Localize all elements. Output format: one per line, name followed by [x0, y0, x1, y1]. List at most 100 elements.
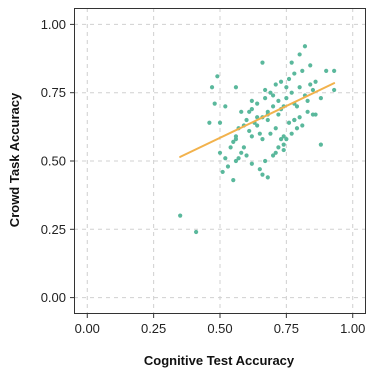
data-point [233, 137, 239, 142]
y-tick-label: 0.75 [41, 85, 66, 100]
x-axis: 0.00 0.25 0.50 0.75 1.00 [75, 314, 365, 336]
data-point [241, 145, 246, 150]
x-axis-title: Cognitive Test Accuracy [144, 353, 295, 368]
x-tick-label: 0.50 [207, 321, 232, 336]
data-point [178, 213, 183, 218]
data-point [255, 123, 260, 128]
data-point [273, 150, 278, 155]
data-point [260, 137, 265, 142]
y-tick-label: 1.00 [41, 17, 66, 32]
data-point [260, 172, 265, 177]
data-point [284, 137, 289, 142]
data-point [294, 126, 300, 131]
trend-line [179, 82, 336, 158]
data-point [270, 153, 276, 158]
data-point [302, 44, 308, 49]
data-point [239, 150, 244, 155]
data-point [249, 134, 254, 139]
data-point [278, 137, 284, 142]
data-point [239, 109, 244, 114]
data-point [308, 63, 313, 68]
data-point [217, 150, 223, 155]
data-point [236, 156, 241, 161]
data-point [300, 123, 305, 128]
data-point [297, 115, 302, 120]
data-point [231, 139, 236, 144]
data-point [289, 131, 294, 136]
data-point [207, 120, 212, 125]
data-point [257, 131, 262, 136]
data-point [324, 68, 329, 73]
y-tick-label: 0.00 [41, 290, 66, 305]
data-point [263, 87, 268, 93]
data-point [313, 79, 318, 84]
data-point [278, 79, 284, 84]
x-tick-label: 0.00 [75, 321, 100, 336]
data-point [270, 104, 276, 109]
data-point [297, 85, 302, 90]
y-axis-title: Crowd Task Accuracy [7, 92, 22, 227]
data-point [260, 60, 265, 65]
data-point [294, 104, 300, 109]
data-point [284, 85, 289, 90]
data-point [265, 175, 270, 180]
data-point [244, 153, 249, 158]
data-point [268, 131, 273, 136]
data-point [273, 82, 278, 87]
data-point [281, 134, 286, 139]
data-point [263, 158, 268, 164]
data-point [305, 109, 310, 114]
x-tick-label: 1.00 [340, 321, 365, 336]
data-point [332, 68, 337, 73]
data-point [292, 117, 297, 123]
data-point [289, 60, 294, 65]
data-point [332, 87, 337, 93]
x-tick-label: 0.25 [141, 321, 166, 336]
data-point [281, 142, 286, 147]
data-point [305, 98, 310, 103]
grid [74, 8, 366, 314]
data-points [178, 44, 337, 235]
data-point [212, 101, 217, 106]
data-point [249, 106, 254, 112]
y-tick-label: 0.50 [41, 154, 66, 169]
data-point [220, 169, 225, 175]
data-point [273, 126, 278, 131]
data-point [300, 68, 305, 73]
data-point [270, 93, 276, 98]
data-point [244, 117, 249, 123]
x-tick-label: 0.75 [274, 321, 299, 336]
data-point [249, 98, 254, 103]
data-point [255, 115, 260, 120]
data-point [308, 82, 313, 87]
data-point [297, 52, 302, 57]
trend-line-group [179, 82, 336, 158]
data-point [286, 120, 292, 125]
data-point [281, 147, 286, 153]
data-point [276, 145, 281, 150]
data-point [286, 76, 292, 82]
data-point [268, 90, 273, 95]
data-point [223, 156, 228, 161]
data-point [223, 104, 228, 109]
data-point [231, 178, 236, 183]
data-point [276, 112, 281, 117]
data-point [228, 145, 233, 150]
y-tick-label: 0.25 [41, 222, 66, 237]
data-point [225, 164, 231, 169]
data-point [289, 90, 294, 95]
data-point [263, 96, 268, 101]
data-point [276, 98, 281, 103]
data-point [257, 167, 262, 172]
data-point [247, 109, 252, 114]
data-point [233, 158, 239, 164]
data-point [265, 109, 270, 114]
data-point [255, 101, 260, 106]
data-point [194, 229, 199, 235]
data-point [217, 120, 223, 125]
data-point [249, 161, 254, 166]
data-point [247, 128, 252, 134]
data-point [215, 74, 220, 79]
data-point [318, 142, 323, 147]
